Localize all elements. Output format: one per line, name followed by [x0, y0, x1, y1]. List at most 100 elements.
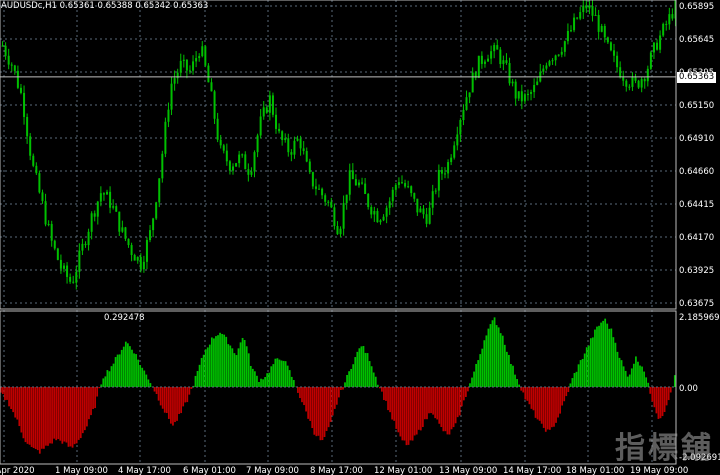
candle-body [594, 14, 597, 16]
histogram-bar-negative [170, 387, 172, 424]
candle-body [462, 109, 465, 121]
candle-body [167, 109, 170, 122]
candle-body [182, 59, 185, 61]
candle-body [207, 65, 210, 83]
histogram-bar-positive [251, 368, 254, 388]
candle-body [652, 42, 655, 53]
histogram-bar-negative [311, 387, 314, 429]
histogram-bar-positive [292, 380, 295, 388]
price-tick-label: 0.64170 [679, 233, 714, 243]
histogram-bar-positive [573, 373, 576, 388]
histogram-bar-negative [53, 387, 56, 439]
histogram-bar-positive [641, 366, 643, 388]
candle-body [668, 14, 671, 25]
histogram-bar-negative [94, 387, 96, 409]
candle-body [23, 92, 26, 117]
histogram-bar-positive [110, 366, 113, 388]
candle-body [643, 79, 646, 82]
histogram-bar-positive [594, 329, 596, 388]
histogram-bar-positive [600, 322, 602, 388]
histogram-bar-negative [325, 387, 328, 431]
histogram-bar-positive [585, 347, 588, 388]
histogram-bar-negative [559, 387, 561, 414]
price-axis[interactable]: 0.658950.656450.653950.651500.649100.646… [679, 2, 714, 309]
candle-body [99, 193, 102, 202]
histogram-bar-positive [120, 349, 123, 388]
candle-body [490, 51, 493, 59]
histogram-bar-negative [391, 387, 394, 420]
histogram-bar-negative [462, 387, 465, 401]
histogram-bar-negative [86, 387, 88, 427]
histogram-bar-negative [327, 387, 330, 428]
candle-body [585, 5, 588, 9]
histogram-bar-positive [368, 361, 371, 388]
histogram-bar-negative [335, 387, 338, 405]
histogram-bar-positive [628, 374, 631, 388]
candle-body [268, 95, 271, 113]
candle-body [256, 135, 259, 153]
histogram-bar-positive [366, 353, 369, 388]
time-tick-label: 7 May 09:00 [246, 466, 299, 475]
histogram-bar-negative [159, 387, 162, 406]
candle-body [204, 46, 207, 66]
histogram-bar-negative [172, 387, 174, 426]
histogram-bar-positive [206, 347, 209, 388]
histogram-bar-negative [30, 387, 33, 447]
histogram-bar-negative [59, 387, 62, 441]
histogram-bar-negative [45, 387, 47, 446]
histogram-bar-positive [221, 333, 223, 388]
histogram-bar-negative [663, 387, 666, 413]
candle-body [373, 211, 376, 215]
current-price-tag: 0.65363 [677, 72, 717, 83]
histogram-bar-negative [315, 387, 318, 437]
histogram-bar-positive [673, 375, 676, 388]
histogram-bar-negative [24, 387, 27, 443]
candle-body [413, 193, 416, 199]
histogram-bar-negative [96, 387, 99, 397]
time-tick-label: 30 Apr 2020 [0, 466, 35, 475]
candle-body [351, 170, 354, 180]
main-pane-border [0, 0, 677, 310]
histogram-bar-positive [118, 354, 121, 388]
histogram-bar-positive [129, 346, 131, 388]
candle-body [247, 169, 250, 175]
histogram-bar-negative [28, 387, 31, 445]
candle-body [7, 55, 10, 65]
histogram-bar-negative [667, 387, 670, 401]
candle-body [603, 26, 606, 38]
histogram-bar-positive [497, 327, 500, 388]
candle-body [551, 60, 554, 62]
histogram-bar-positive [102, 378, 105, 388]
candle-body [557, 54, 560, 56]
histogram-bar-negative [669, 387, 672, 393]
histogram-bar-negative [40, 387, 43, 449]
histogram-bar-positive [495, 325, 498, 388]
candle-body [459, 120, 462, 135]
candle-body [370, 207, 373, 215]
time-axis[interactable]: 30 Apr 2020 1 May 09:00 4 May 17:00 6 May 0… [0, 466, 688, 475]
histogram-bar-positive [475, 363, 477, 388]
candle-body [136, 256, 139, 261]
histogram-bar-positive [270, 366, 273, 388]
candle-body [345, 194, 348, 204]
candle-body [379, 220, 382, 223]
candle-body [216, 118, 219, 140]
histogram-bar-positive [604, 318, 607, 388]
histogram-bar-positive [124, 341, 127, 388]
candle-body [231, 166, 234, 171]
candle-body [671, 14, 674, 19]
histogram-bar-positive [100, 384, 103, 388]
candle-body [262, 107, 265, 117]
histogram-bar-positive [202, 354, 205, 388]
candle-body [407, 186, 410, 188]
price-candles [1, 0, 677, 290]
candle-body [275, 114, 278, 129]
histogram-bar-positive [213, 338, 215, 388]
histogram-bar-negative [313, 387, 316, 435]
histogram-bar-negative [88, 387, 90, 420]
histogram-bar-negative [557, 387, 559, 418]
histogram-bar-negative [69, 387, 72, 447]
candle-body [631, 76, 634, 87]
histogram-bar-positive [106, 370, 109, 388]
